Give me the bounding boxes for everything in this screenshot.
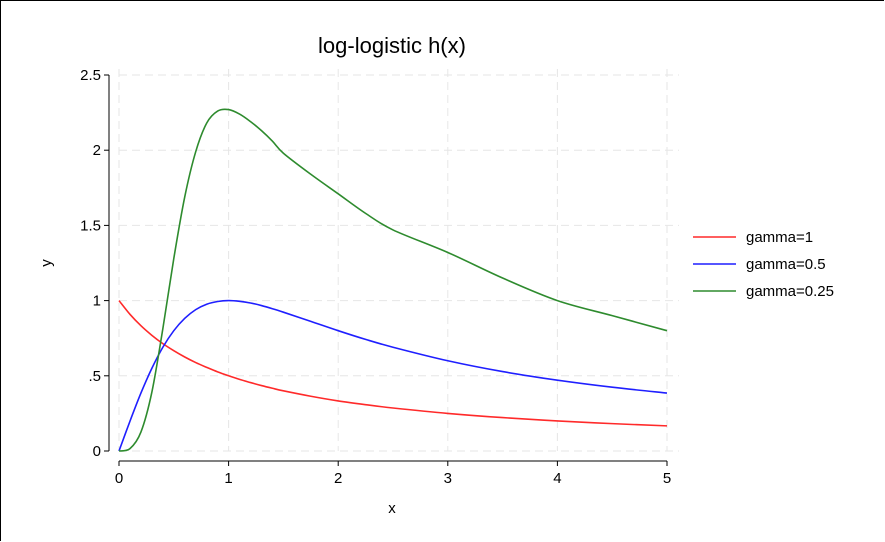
series-layer — [118, 108, 668, 452]
y-tick-label: 0 — [93, 443, 101, 460]
y-tick-label: .5 — [88, 368, 101, 385]
x-tick-label: 5 — [663, 470, 671, 487]
x-tick-label: 4 — [553, 470, 561, 487]
legend-label-3: gamma=0.25 — [746, 283, 834, 300]
y-axis-title: y — [38, 259, 55, 267]
series-line-2 — [118, 299, 668, 452]
x-tick-label: 0 — [115, 470, 123, 487]
grid-layer — [118, 69, 679, 452]
x-tick-label: 3 — [444, 470, 452, 487]
x-tick-label: 1 — [224, 470, 232, 487]
series-line-1 — [118, 300, 668, 427]
axes-layer: 0 1 2 3 4 5 0 .5 1 1.5 2 2.5 — [80, 67, 671, 487]
y-tick-label: 1.5 — [80, 217, 101, 234]
chart-title: log-logistic h(x) — [318, 33, 466, 58]
y-tick-label: 1 — [93, 293, 101, 310]
legend-label-1: gamma=1 — [746, 229, 813, 246]
x-axis-title: x — [388, 500, 396, 517]
legend-label-2: gamma=0.5 — [746, 256, 826, 273]
x-tick-label: 2 — [334, 470, 342, 487]
y-tick-label: 2 — [93, 142, 101, 159]
legend: gamma=1 gamma=0.5 gamma=0.25 — [693, 229, 834, 300]
series-line-3 — [118, 108, 668, 452]
y-tick-label: 2.5 — [80, 67, 101, 84]
